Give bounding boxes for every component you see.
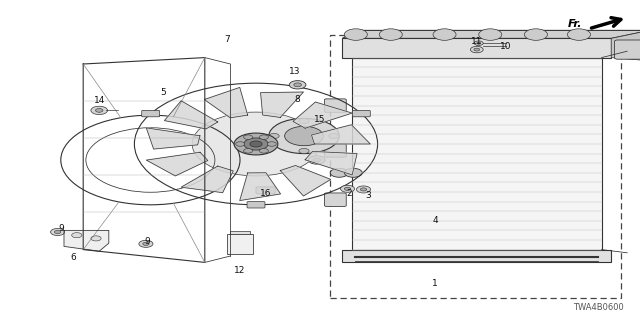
Circle shape: [236, 142, 244, 146]
Circle shape: [360, 188, 367, 191]
Circle shape: [344, 29, 367, 40]
Circle shape: [269, 118, 339, 154]
Circle shape: [356, 186, 371, 193]
Circle shape: [299, 118, 309, 124]
Circle shape: [192, 112, 320, 176]
Text: 9: 9: [145, 237, 150, 246]
Text: 6: 6: [71, 253, 76, 262]
Circle shape: [244, 138, 268, 150]
Circle shape: [139, 240, 153, 247]
Circle shape: [244, 135, 253, 140]
Text: 7: 7: [225, 36, 230, 44]
Circle shape: [143, 242, 149, 245]
FancyBboxPatch shape: [614, 40, 640, 59]
Text: 8: 8: [295, 95, 300, 104]
Circle shape: [344, 168, 362, 177]
Text: 13: 13: [289, 68, 300, 76]
FancyBboxPatch shape: [256, 187, 275, 194]
Polygon shape: [240, 173, 280, 201]
Circle shape: [289, 81, 306, 89]
Circle shape: [54, 230, 61, 234]
Text: 14: 14: [93, 96, 105, 105]
FancyBboxPatch shape: [353, 110, 371, 117]
Text: 3: 3: [365, 191, 371, 200]
Circle shape: [330, 168, 348, 177]
Polygon shape: [64, 230, 109, 251]
Text: Fr.: Fr.: [568, 19, 582, 29]
Circle shape: [234, 133, 278, 155]
Circle shape: [95, 108, 103, 112]
Text: TWA4B0600: TWA4B0600: [573, 303, 624, 312]
Text: 10: 10: [500, 42, 511, 51]
Circle shape: [568, 29, 591, 40]
Circle shape: [72, 233, 82, 238]
Polygon shape: [293, 102, 352, 128]
Polygon shape: [147, 128, 200, 149]
FancyBboxPatch shape: [247, 202, 265, 208]
FancyBboxPatch shape: [324, 99, 346, 112]
Text: 11: 11: [471, 37, 483, 46]
Text: 2: 2: [346, 189, 351, 198]
Circle shape: [470, 46, 483, 53]
Bar: [342, 38, 611, 58]
Bar: [227, 234, 253, 254]
Polygon shape: [260, 92, 303, 117]
Circle shape: [294, 83, 301, 87]
Circle shape: [474, 48, 480, 51]
FancyBboxPatch shape: [324, 144, 346, 157]
Circle shape: [313, 158, 321, 162]
Polygon shape: [342, 30, 640, 38]
Circle shape: [308, 156, 325, 164]
Circle shape: [344, 187, 351, 190]
Bar: [352, 58, 602, 250]
Circle shape: [524, 29, 547, 40]
Text: 1: 1: [433, 279, 438, 288]
Polygon shape: [204, 87, 248, 118]
Bar: [230, 231, 250, 234]
Polygon shape: [611, 30, 640, 61]
Circle shape: [51, 228, 65, 236]
Circle shape: [380, 29, 403, 40]
Circle shape: [244, 148, 253, 153]
Circle shape: [433, 29, 456, 40]
Circle shape: [269, 133, 279, 139]
Circle shape: [285, 126, 323, 146]
Polygon shape: [147, 152, 208, 176]
Polygon shape: [305, 151, 357, 175]
Text: 12: 12: [234, 266, 246, 275]
Circle shape: [91, 106, 108, 115]
Circle shape: [268, 142, 276, 146]
FancyBboxPatch shape: [324, 193, 346, 206]
Circle shape: [91, 236, 101, 241]
Text: 16: 16: [260, 189, 271, 198]
Text: 9: 9: [58, 224, 63, 233]
Polygon shape: [181, 166, 233, 193]
Bar: [342, 250, 611, 262]
Text: 5: 5: [161, 88, 166, 97]
Polygon shape: [280, 165, 331, 196]
Bar: [330, 35, 621, 298]
Text: 15: 15: [314, 116, 326, 124]
Circle shape: [250, 141, 262, 147]
Circle shape: [477, 42, 481, 44]
Text: 4: 4: [433, 216, 438, 225]
Circle shape: [299, 148, 309, 154]
Circle shape: [340, 185, 355, 192]
Circle shape: [259, 135, 268, 140]
Polygon shape: [164, 101, 218, 129]
Circle shape: [479, 29, 502, 40]
Circle shape: [474, 41, 483, 45]
Polygon shape: [312, 125, 371, 144]
FancyBboxPatch shape: [141, 110, 159, 117]
Circle shape: [259, 148, 268, 153]
Circle shape: [329, 133, 339, 139]
